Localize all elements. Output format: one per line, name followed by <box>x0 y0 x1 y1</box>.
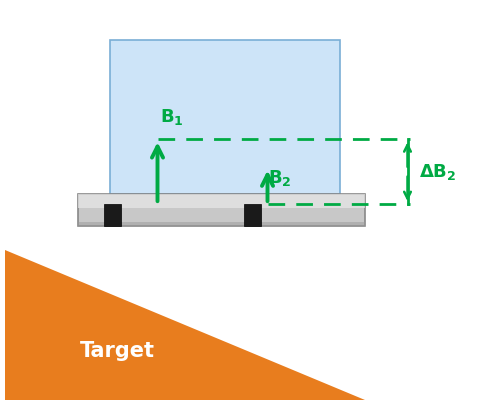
Bar <box>78 222 365 226</box>
Text: $\mathbf{B_1}$: $\mathbf{B_1}$ <box>160 107 184 127</box>
Bar <box>110 40 340 194</box>
Polygon shape <box>5 250 365 400</box>
Text: $\mathbf{\Delta B_2}$: $\mathbf{\Delta B_2}$ <box>419 162 457 182</box>
Bar <box>244 204 261 226</box>
Bar <box>78 194 365 208</box>
Bar <box>104 204 122 226</box>
Bar <box>78 194 365 226</box>
Text: Target: Target <box>80 341 155 362</box>
Text: $\mathbf{B_2}$: $\mathbf{B_2}$ <box>268 168 291 188</box>
